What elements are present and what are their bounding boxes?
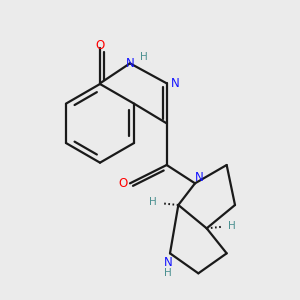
Text: O: O — [118, 177, 127, 190]
Text: N: N — [164, 256, 173, 269]
Text: O: O — [95, 38, 105, 52]
Text: H: H — [164, 268, 172, 278]
Text: H: H — [149, 197, 157, 207]
Text: N: N — [126, 57, 134, 70]
Text: N: N — [171, 77, 179, 90]
Text: H: H — [140, 52, 148, 62]
Text: N: N — [195, 171, 203, 184]
Text: H: H — [228, 221, 236, 231]
